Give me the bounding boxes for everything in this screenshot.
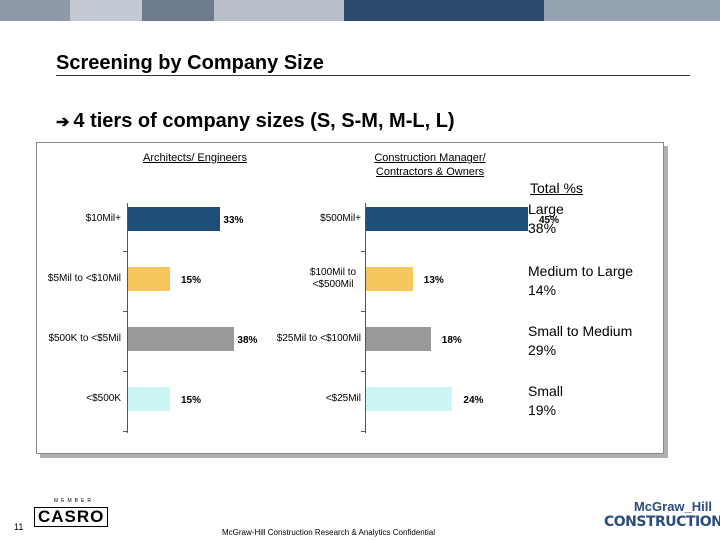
total-label: Medium to Large: [528, 263, 634, 279]
axis-tick: [123, 251, 127, 252]
total-value: 38%: [528, 220, 557, 236]
chart-category-label: $5Mil to <$10Mil: [47, 273, 121, 284]
arrow-right-icon: ➔: [56, 113, 70, 131]
chart-value-label: 18%: [441, 335, 462, 346]
axis-tick: [123, 431, 127, 432]
axis-tick: [361, 311, 365, 312]
chart-value-label: 33%: [223, 215, 244, 226]
bullet-text: 4 tiers of company sizes (S, S-M, M-L, L…: [73, 110, 455, 132]
total-value: 29%: [528, 342, 557, 358]
chart-title-architects: Architects/ Engineers: [143, 152, 247, 164]
mcgraw-hill-logo: McGraw_Hill CONSTRUCTION: [604, 499, 720, 532]
color-block: [214, 0, 344, 21]
page-title: Screening by Company Size: [56, 52, 324, 74]
color-block: [0, 0, 70, 21]
chart-bar: [128, 387, 170, 411]
chart-title-contractors: Construction Manager/ Contractors & Owne…: [374, 152, 486, 178]
chart-bar: [366, 207, 528, 231]
totals-heading: Total %s: [530, 180, 583, 196]
top-color-bar: [0, 0, 720, 21]
axis-tick: [361, 251, 365, 252]
total-label: Small to Medium: [528, 323, 633, 339]
chart1-axis: [127, 203, 128, 433]
total-item: Medium to Large 14%: [528, 262, 633, 300]
chart-category-label: <$25Mil: [325, 393, 361, 404]
chart-bar: [128, 267, 170, 291]
total-value: 14%: [528, 282, 557, 298]
chart-bar: [128, 207, 221, 231]
confidential-notice: McGraw-Hill Construction Research & Anal…: [222, 528, 435, 537]
total-label: Large: [528, 201, 564, 217]
chart-category-label: $25Mil to <$100Mil: [276, 333, 361, 344]
axis-tick: [361, 371, 365, 372]
chart2-axis: [365, 203, 366, 433]
chart-bar: [366, 387, 453, 411]
chart-bar: [366, 267, 413, 291]
mh-logo-line1: McGraw_Hill: [633, 499, 712, 514]
chart-value-label: 45%: [539, 215, 560, 226]
total-label: Small: [528, 383, 564, 399]
chart-value-label: 15%: [181, 275, 202, 286]
chart-category-label: $100Mil to <$500Mil: [309, 267, 357, 290]
chart-value-label: 38%: [237, 335, 258, 346]
chart-category-label: $10Mil+: [85, 213, 121, 224]
bullet-point: ➔ 4 tiers of company sizes (S, S-M, M-L,…: [56, 110, 455, 133]
chart-value-label: 13%: [423, 275, 444, 286]
chart-category-label: $500K to <$5Mil: [48, 333, 121, 344]
chart-category-label: $500Mil+: [320, 213, 361, 224]
total-item: Small 19%: [528, 382, 563, 420]
color-block: [344, 0, 544, 21]
color-block: [544, 0, 720, 21]
color-block: [142, 0, 214, 21]
total-value: 19%: [528, 402, 557, 418]
chart-bar: [128, 327, 235, 351]
axis-tick: [123, 371, 127, 372]
casro-logo: MEMBER CASRO: [34, 498, 122, 534]
chart-value-label: 15%: [181, 395, 202, 406]
casro-member-text: MEMBER: [54, 498, 94, 504]
total-item: Large 38%: [528, 200, 564, 238]
mh-logo-line2: CONSTRUCTION: [604, 514, 720, 530]
chart-value-label: 24%: [463, 395, 484, 406]
axis-tick: [123, 311, 127, 312]
total-item: Small to Medium 29%: [528, 322, 632, 360]
casro-logo-text: CASRO: [34, 507, 109, 527]
chart-panel: Architects/ Engineers Construction Manag…: [36, 142, 664, 454]
color-block: [70, 0, 142, 21]
chart-category-label: <$500K: [86, 393, 121, 404]
chart-bar: [366, 327, 431, 351]
axis-tick: [361, 431, 365, 432]
page-number: 11: [14, 522, 24, 532]
title-divider: [56, 75, 690, 76]
